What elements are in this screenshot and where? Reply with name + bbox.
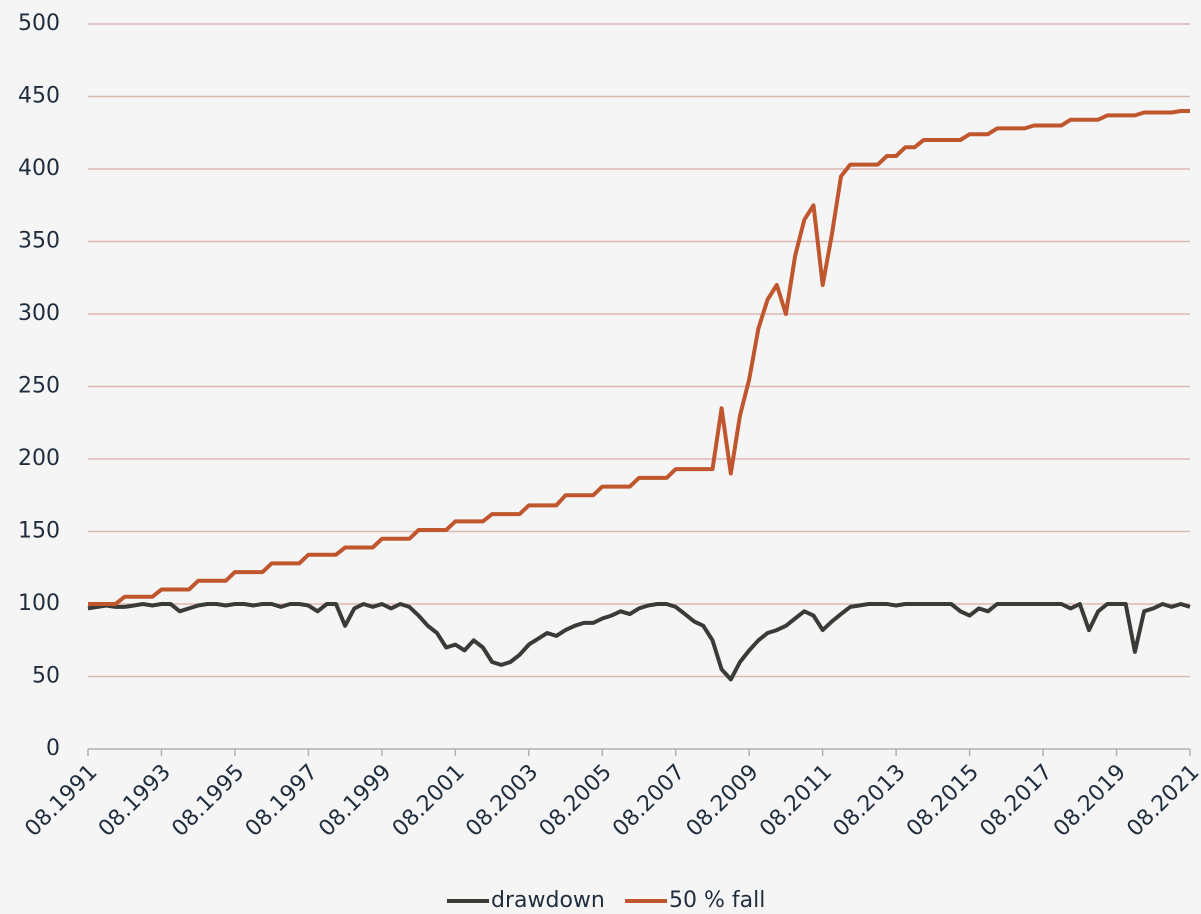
x-tick-label: 08.2005 [535,760,617,842]
x-tick-label: 08.2019 [1049,760,1131,842]
y-tick-label: 300 [18,301,60,326]
x-tick-label: 08.2003 [461,760,543,842]
x-tick-label: 08.2017 [976,760,1058,842]
y-tick-label: 400 [18,156,60,181]
series-line [88,109,1190,606]
y-tick-label: 100 [18,591,60,616]
y-tick-label: 150 [18,519,60,544]
x-tick-label: 08.2013 [829,760,911,842]
x-tick-label: 08.2015 [902,760,984,842]
y-tick-label: 500 [18,11,60,36]
y-tick-label: 350 [18,229,60,254]
x-tick-label: 08.2009 [682,760,764,842]
y-tick-label: 250 [18,374,60,399]
legend-label: drawdown [491,888,605,913]
y-tick-label: 0 [46,736,60,761]
y-tick-label: 450 [18,84,60,109]
x-tick-label: 08.1991 [20,760,102,842]
x-tick-label: 08.2021 [1122,760,1201,842]
x-tick-label: 08.2011 [755,760,837,842]
x-tick-label: 08.1993 [94,760,176,842]
y-tick-label: 50 [32,664,60,689]
y-tick-label: 200 [18,446,60,471]
x-tick-label: 08.2001 [388,760,470,842]
x-tick-label: 08.1997 [241,760,323,842]
legend-label: 50 % fall [669,888,765,913]
series-line [87,602,1191,682]
x-tick-label: 08.1995 [167,760,249,842]
x-tick-label: 08.2007 [608,760,690,842]
x-tick-label: 08.1999 [314,760,396,842]
